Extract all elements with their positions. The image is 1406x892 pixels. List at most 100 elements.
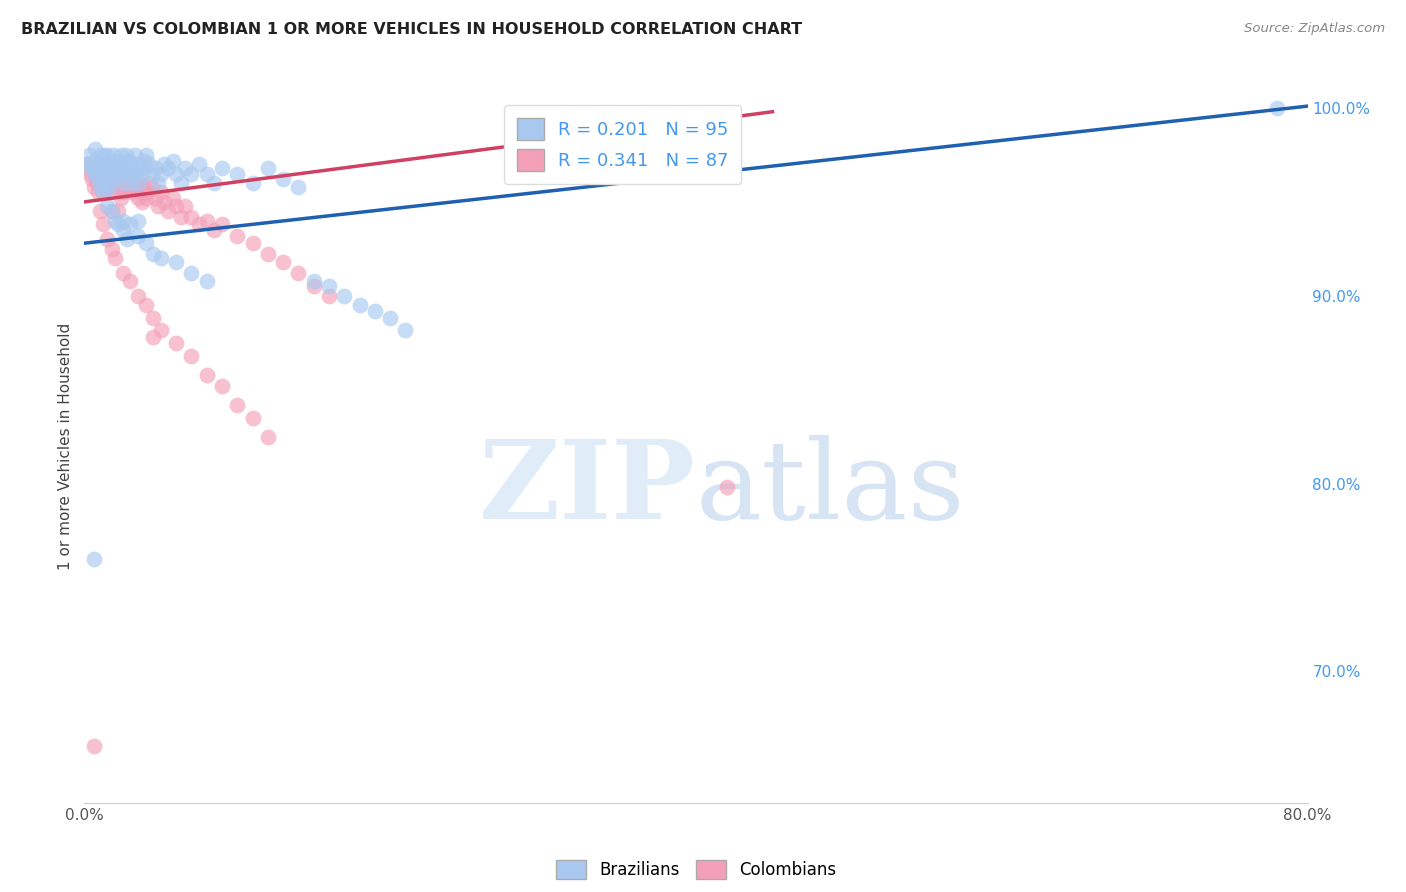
Point: [87, 172, 110, 186]
Legend: Brazilians, Colombians: Brazilians, Colombians: [547, 851, 845, 888]
Point: [104, 167, 127, 181]
Point: [122, 176, 145, 190]
Point: [97, 176, 120, 190]
Point: [89, 148, 111, 162]
Point: [101, 242, 124, 256]
Point: [138, 157, 160, 171]
Point: [120, 167, 142, 181]
Point: [146, 176, 169, 190]
Point: [302, 274, 325, 288]
Point: [165, 167, 187, 181]
Point: [143, 191, 166, 205]
Point: [195, 368, 218, 382]
Point: [142, 247, 165, 261]
Point: [188, 218, 211, 232]
Point: [153, 157, 176, 171]
Point: [83, 179, 105, 194]
Point: [149, 186, 172, 200]
Point: [202, 223, 225, 237]
Point: [110, 191, 132, 205]
Point: [79, 157, 101, 171]
Point: [127, 289, 149, 303]
Point: [188, 157, 211, 171]
Point: [143, 161, 166, 175]
Point: [380, 311, 402, 326]
Point: [271, 172, 294, 186]
Point: [211, 161, 233, 175]
Point: [142, 330, 165, 344]
Point: [121, 186, 143, 200]
Point: [87, 186, 110, 200]
Point: [195, 213, 218, 227]
Point: [174, 161, 197, 175]
Point: [91, 176, 114, 190]
Point: [114, 167, 136, 181]
Point: [80, 172, 103, 186]
Point: [112, 176, 135, 190]
Point: [149, 251, 172, 265]
Point: [153, 194, 176, 209]
Point: [257, 161, 280, 175]
Point: [94, 167, 117, 181]
Point: [226, 398, 249, 412]
Point: [105, 176, 128, 190]
Point: [180, 266, 202, 280]
Point: [89, 172, 111, 186]
Point: [118, 153, 141, 168]
Point: [120, 274, 142, 288]
Point: [84, 153, 107, 168]
Point: [180, 167, 202, 181]
Point: [98, 179, 121, 194]
Point: [101, 204, 124, 219]
Point: [157, 161, 180, 175]
Point: [125, 167, 148, 181]
Point: [96, 179, 118, 194]
Point: [107, 167, 129, 181]
Point: [1265, 101, 1288, 115]
Point: [91, 161, 114, 175]
Text: BRAZILIAN VS COLOMBIAN 1 OR MORE VEHICLES IN HOUSEHOLD CORRELATION CHART: BRAZILIAN VS COLOMBIAN 1 OR MORE VEHICLE…: [21, 22, 803, 37]
Point: [111, 223, 134, 237]
Point: [349, 298, 371, 312]
Point: [118, 172, 141, 186]
Point: [90, 167, 112, 181]
Point: [93, 148, 115, 162]
Point: [120, 179, 142, 194]
Point: [174, 199, 197, 213]
Point: [162, 191, 184, 205]
Point: [162, 153, 184, 168]
Point: [83, 739, 105, 754]
Point: [131, 194, 153, 209]
Point: [103, 179, 125, 194]
Point: [129, 186, 152, 200]
Point: [165, 255, 187, 269]
Point: [135, 191, 157, 205]
Point: [96, 232, 118, 246]
Point: [129, 161, 152, 175]
Point: [107, 218, 129, 232]
Point: [93, 176, 115, 190]
Point: [141, 179, 163, 194]
Point: [242, 176, 264, 190]
Point: [125, 179, 148, 194]
Point: [104, 172, 127, 186]
Point: [111, 213, 134, 227]
Point: [170, 210, 193, 224]
Text: ZIP: ZIP: [479, 435, 696, 542]
Point: [86, 176, 108, 190]
Point: [101, 172, 124, 186]
Point: [89, 161, 111, 175]
Point: [112, 186, 135, 200]
Point: [180, 349, 202, 363]
Point: [94, 167, 117, 181]
Point: [79, 167, 101, 181]
Point: [110, 148, 132, 162]
Point: [135, 236, 157, 251]
Point: [114, 148, 136, 162]
Point: [136, 186, 159, 200]
Point: [86, 161, 108, 175]
Point: [89, 204, 111, 219]
Point: [83, 167, 105, 181]
Point: [124, 148, 146, 162]
Point: [77, 157, 100, 171]
